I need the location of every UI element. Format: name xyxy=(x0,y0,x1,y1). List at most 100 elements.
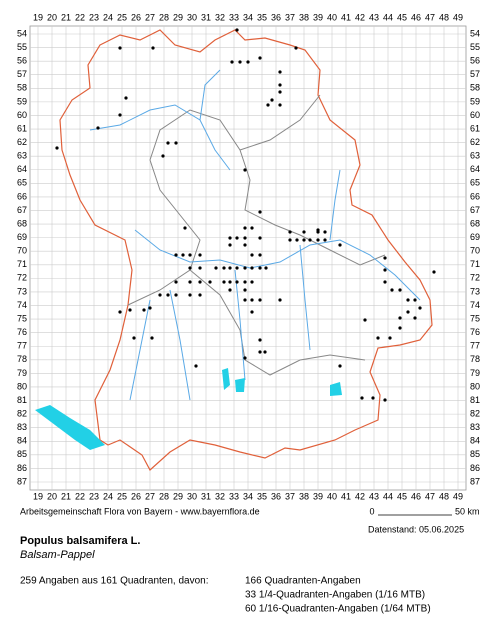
row-label: 79 xyxy=(17,368,27,378)
row-label: 81 xyxy=(17,395,27,405)
row-label: 78 xyxy=(17,354,27,364)
column-label: 38 xyxy=(299,491,309,501)
occurrence-dot xyxy=(278,83,282,87)
occurrence-dot xyxy=(243,243,247,247)
row-label: 70 xyxy=(470,246,480,256)
column-label: 35 xyxy=(257,491,267,501)
occurrence-dot xyxy=(371,396,375,400)
column-label: 46 xyxy=(411,12,421,22)
occurrence-dot xyxy=(243,168,247,172)
occurrence-dot xyxy=(235,236,239,240)
column-label: 38 xyxy=(299,12,309,22)
occurrence-dot xyxy=(194,364,198,368)
occurrence-dot xyxy=(418,306,422,310)
column-label: 27 xyxy=(145,491,155,501)
stats-summary: 259 Angaben aus 161 Quadranten, davon: xyxy=(20,576,209,587)
row-label: 58 xyxy=(17,83,27,93)
occurrence-dot xyxy=(388,336,392,340)
occurrence-dot xyxy=(158,293,162,297)
occurrence-dot xyxy=(258,236,262,240)
column-label: 36 xyxy=(271,12,281,22)
column-label: 47 xyxy=(425,491,435,501)
row-label: 62 xyxy=(17,137,27,147)
scale-start: 0 xyxy=(369,506,374,516)
occurrence-dot xyxy=(222,280,226,284)
column-label: 41 xyxy=(341,491,351,501)
occurrence-dot xyxy=(188,280,192,284)
column-label: 33 xyxy=(229,491,239,501)
row-label: 82 xyxy=(470,408,480,418)
column-label: 22 xyxy=(75,12,85,22)
column-label: 40 xyxy=(327,12,337,22)
occurrence-dot xyxy=(235,280,239,284)
grid xyxy=(30,26,466,490)
occurrence-dot xyxy=(142,308,146,312)
column-label: 22 xyxy=(75,491,85,501)
occurrence-dot xyxy=(188,253,192,257)
occurrence-dot xyxy=(174,141,178,145)
occurrence-dot xyxy=(174,293,178,297)
occurrence-dot xyxy=(258,298,262,302)
rivers xyxy=(89,69,421,401)
row-label: 71 xyxy=(470,259,480,269)
row-label: 56 xyxy=(17,56,27,66)
stats-line: 166 Quadranten-Angaben xyxy=(245,576,361,587)
column-label: 26 xyxy=(131,12,141,22)
occurrence-dot xyxy=(432,270,436,274)
occurrence-dot xyxy=(243,280,247,284)
row-label: 83 xyxy=(17,422,27,432)
occurrence-dot xyxy=(363,318,367,322)
column-label: 37 xyxy=(285,491,295,501)
column-label: 30 xyxy=(187,12,197,22)
column-label: 34 xyxy=(243,491,253,501)
column-label: 19 xyxy=(33,12,43,22)
row-label: 85 xyxy=(470,449,480,459)
row-label: 65 xyxy=(17,178,27,188)
row-label: 79 xyxy=(470,368,480,378)
occurrence-dot xyxy=(228,280,232,284)
occurrence-dot xyxy=(383,280,387,284)
occurrence-dot xyxy=(278,103,282,107)
occurrence-dot xyxy=(323,230,327,234)
row-label: 68 xyxy=(17,218,27,228)
occurrence-dot xyxy=(118,46,122,50)
column-label: 24 xyxy=(103,491,113,501)
row-label: 80 xyxy=(17,381,27,391)
row-label: 66 xyxy=(470,191,480,201)
column-label: 25 xyxy=(117,12,127,22)
occurrence-dot xyxy=(288,230,292,234)
row-label: 63 xyxy=(470,151,480,161)
column-label: 21 xyxy=(61,12,71,22)
column-label: 36 xyxy=(271,491,281,501)
occurrence-dots xyxy=(55,28,436,402)
occurrence-dot xyxy=(230,60,234,64)
row-label: 87 xyxy=(17,476,27,486)
occurrence-dot xyxy=(148,306,152,310)
occurrence-dot xyxy=(295,238,299,242)
row-label: 83 xyxy=(470,422,480,432)
column-label: 21 xyxy=(61,491,71,501)
column-label: 31 xyxy=(201,491,211,501)
occurrence-dot xyxy=(118,310,122,314)
row-label: 59 xyxy=(470,96,480,106)
column-label: 45 xyxy=(397,491,407,501)
occurrence-dot xyxy=(308,238,312,242)
row-label: 57 xyxy=(470,69,480,79)
occurrence-dot xyxy=(228,288,232,292)
row-label: 70 xyxy=(17,246,27,256)
occurrence-dot xyxy=(198,293,202,297)
column-label: 32 xyxy=(215,12,225,22)
row-label: 75 xyxy=(17,313,27,323)
occurrence-dot xyxy=(118,113,122,117)
occurrence-dot xyxy=(264,266,268,270)
row-label: 77 xyxy=(17,341,27,351)
occurrence-dot xyxy=(181,253,185,257)
occurrence-dot xyxy=(243,236,247,240)
occurrence-dot xyxy=(132,336,136,340)
column-label: 48 xyxy=(439,491,449,501)
column-label: 20 xyxy=(47,12,57,22)
occurrence-dot xyxy=(243,266,247,270)
occurrence-dot xyxy=(278,90,282,94)
occurrence-dot xyxy=(228,236,232,240)
credit: Arbeitsgemeinschaft Flora von Bayern - w… xyxy=(20,506,260,516)
